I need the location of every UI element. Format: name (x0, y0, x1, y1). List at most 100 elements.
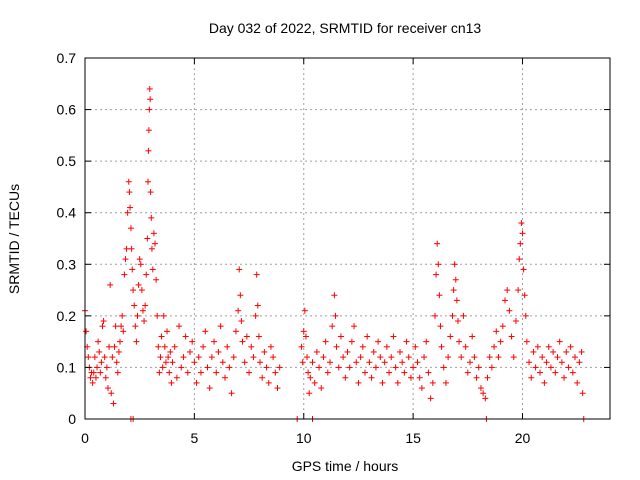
data-point (252, 312, 259, 319)
data-point (191, 359, 198, 366)
data-point (115, 348, 122, 355)
data-point (178, 364, 185, 371)
data-point (364, 333, 371, 340)
data-point (103, 364, 110, 371)
data-point (255, 333, 262, 340)
data-point (114, 369, 121, 376)
data-point (135, 281, 142, 288)
data-point (491, 343, 498, 350)
data-point (102, 374, 109, 381)
data-point (517, 240, 524, 247)
grid-lines (85, 58, 610, 419)
data-point (193, 379, 200, 386)
data-point (309, 359, 316, 366)
data-point (265, 379, 272, 386)
data-point (499, 323, 506, 330)
data-point (267, 343, 274, 350)
data-point (416, 374, 423, 381)
data-point (213, 369, 220, 376)
data-point (453, 297, 460, 304)
data-point (118, 323, 125, 330)
data-point (522, 312, 529, 319)
data-point (403, 338, 410, 345)
data-point (397, 348, 403, 355)
data-point (217, 323, 224, 330)
data-point (138, 287, 145, 294)
data-point (442, 379, 449, 386)
data-point (502, 297, 508, 304)
data-point (298, 343, 305, 350)
data-point (515, 287, 522, 294)
data-point (414, 359, 421, 366)
data-point (429, 379, 436, 386)
data-point (161, 343, 168, 350)
data-point (96, 348, 103, 355)
data-point (519, 230, 526, 237)
data-point (521, 292, 528, 299)
data-point (460, 312, 467, 319)
data-point (305, 369, 312, 376)
data-point (322, 338, 329, 345)
data-point (434, 240, 441, 247)
data-point (299, 359, 306, 366)
data-point (543, 359, 550, 366)
data-point (452, 276, 459, 283)
data-point (401, 369, 408, 376)
data-point (552, 369, 559, 376)
data-point (241, 359, 248, 366)
data-point (436, 292, 443, 299)
data-point (162, 359, 169, 366)
data-point (204, 364, 211, 371)
data-point (379, 379, 386, 386)
data-point (98, 359, 105, 366)
data-point (541, 379, 548, 386)
y-tick-label: 0.4 (57, 205, 77, 221)
data-point (386, 369, 393, 376)
data-point (112, 323, 119, 330)
data-point (149, 266, 156, 273)
data-point (272, 369, 279, 376)
data-point (200, 343, 207, 350)
data-point (141, 318, 148, 325)
data-point (388, 354, 395, 361)
data-point (372, 364, 379, 371)
data-point (421, 354, 428, 361)
data-point (493, 328, 500, 335)
data-point (165, 354, 172, 361)
data-point (89, 379, 96, 386)
data-point (528, 374, 535, 381)
data-point (456, 338, 463, 345)
data-point (480, 390, 487, 397)
data-point (90, 369, 97, 376)
data-point (156, 369, 163, 376)
data-point (167, 348, 174, 355)
data-point (578, 348, 585, 355)
data-point (160, 312, 167, 319)
data-point (169, 359, 176, 366)
data-point (320, 354, 327, 361)
data-point (180, 354, 187, 361)
y-tick-label: 0.6 (57, 102, 77, 118)
data-point (97, 369, 104, 376)
data-point (111, 343, 118, 350)
data-point (335, 364, 342, 371)
data-point (85, 354, 92, 361)
data-point (215, 348, 222, 355)
data-point (129, 266, 136, 273)
x-tick-label: 5 (190, 430, 198, 446)
data-point (569, 369, 576, 376)
data-point (497, 338, 504, 345)
data-point (158, 333, 165, 340)
data-point (563, 348, 570, 355)
data-point (222, 374, 228, 381)
data-point (506, 307, 513, 314)
data-point (126, 189, 133, 196)
data-point (370, 348, 377, 355)
data-point (113, 359, 120, 366)
data-point (433, 271, 440, 278)
data-point (510, 354, 517, 361)
data-point (109, 354, 116, 361)
data-point (121, 271, 128, 278)
data-point (228, 390, 235, 397)
data-point (130, 287, 137, 294)
